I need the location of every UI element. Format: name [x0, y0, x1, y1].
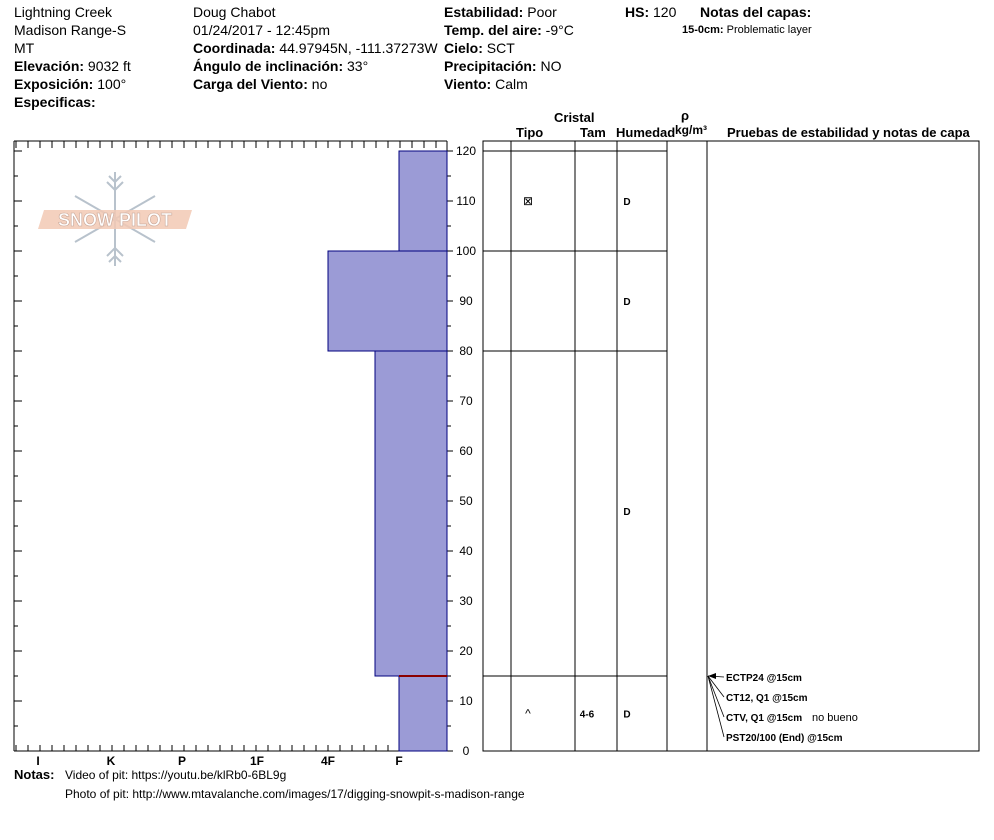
air-temperature-value: -9°C	[545, 22, 574, 38]
stability-test-result: CT12, Q1 @15cm	[726, 693, 808, 704]
stability-label: Estabilidad:	[444, 4, 524, 20]
depth-tick-label: 40	[459, 544, 473, 558]
depth-tick-label: 10	[459, 694, 473, 708]
depth-tick-label: 30	[459, 594, 473, 608]
layer-note-text: Problematic layer	[726, 24, 812, 36]
hardness-tick-label: I	[36, 754, 39, 768]
notes-line-photo: Photo of pit: http://www.mtavalanche.com…	[65, 787, 525, 801]
logo-text: SNOW PILOT	[58, 210, 172, 230]
hardness-layer-bar	[398, 675, 448, 752]
grain-size-header: Tam	[580, 125, 606, 140]
snow-height-value: 120	[653, 4, 677, 20]
crystal-header: Cristal	[554, 110, 595, 125]
snow-height: HS: 120	[625, 3, 676, 21]
stability-tests-header: Pruebas de estabilidad y notas de capa	[727, 125, 970, 140]
coordinates-label: Coordinada:	[193, 40, 276, 56]
wetness-value: D	[623, 297, 630, 308]
aspect-value: 100°	[97, 76, 127, 92]
slope-angle-value: 33°	[347, 58, 369, 74]
wind-value: Calm	[495, 76, 528, 92]
elevation-label: Elevación:	[14, 58, 85, 74]
test-leader-line	[707, 675, 725, 738]
notes-line-video: Video of pit: https://youtu.be/klRb0-6BL…	[65, 768, 287, 782]
wind-loading-label: Carga del Viento:	[193, 76, 308, 92]
observation-datetime: 01/24/2017 - 12:45pm	[193, 22, 330, 38]
grain-size-value: 4-6	[580, 710, 595, 721]
aspect-label: Exposición:	[14, 76, 94, 92]
coordinates: Coordinada: 44.97945N, -111.37273W	[193, 39, 438, 57]
precipitation-label: Precipitación:	[444, 58, 537, 74]
stability-test-result: ECTP24 @15cm	[726, 673, 802, 684]
layer-note: 15-0cm: Problematic layer	[682, 24, 812, 36]
hardness-tick-label: P	[178, 754, 186, 768]
precipitation-value: NO	[540, 58, 562, 74]
coordinates-value: 44.97945N, -111.37273W	[279, 40, 438, 56]
stability-value: Poor	[527, 4, 557, 20]
hardness-tick-label: 1F	[250, 754, 264, 768]
depth-tick-label: 20	[459, 644, 473, 658]
grain-type-header: Tipo	[516, 125, 544, 140]
layer-table-frame	[482, 140, 980, 752]
wind-loading-value: no	[311, 76, 328, 92]
slope-angle: Ángulo de inclinación: 33°	[193, 57, 368, 75]
wetness-value: D	[623, 507, 630, 518]
hardness-layer-bar	[327, 250, 448, 352]
stability: Estabilidad: Poor	[444, 3, 557, 21]
hardness-tick-label: 4F	[321, 754, 335, 768]
grain-type-symbol: ^	[525, 707, 531, 721]
test-leader-line	[707, 675, 725, 698]
stability-test-result: CTV, Q1 @15cm	[726, 713, 802, 724]
precipitation: Precipitación: NO	[444, 57, 561, 75]
notes-label: Notas:	[14, 767, 55, 782]
slope-angle-label: Ángulo de inclinación:	[193, 58, 344, 74]
grain-type-symbol: ⊠	[523, 194, 533, 208]
mountain-range: Madison Range-S	[14, 22, 127, 38]
test-arrow-icon	[708, 673, 716, 679]
sky-cover-value: SCT	[486, 40, 515, 56]
depth-tick-label: 90	[459, 294, 473, 308]
layer-note-depth: 15-0cm:	[682, 24, 724, 36]
depth-tick-label: 0	[463, 744, 470, 758]
stability-test-note: no bueno	[812, 712, 858, 724]
wetness-value: D	[623, 197, 630, 208]
depth-tick-label: 110	[456, 194, 475, 208]
depth-tick-label: 100	[456, 244, 476, 258]
location-name: Lightning Creek	[14, 4, 113, 20]
hardness-layer-bar	[398, 150, 448, 252]
snowpilot-logo: SNOW PILOT	[38, 172, 192, 266]
wetness-value: D	[623, 710, 630, 721]
wind-label: Viento:	[444, 76, 492, 92]
specifics-label: Especificas:	[14, 94, 96, 110]
hardness-tick-label: K	[107, 754, 116, 768]
air-temperature-label: Temp. del aire:	[444, 22, 542, 38]
air-temperature: Temp. del aire: -9°C	[444, 21, 574, 39]
wetness-header: Humedad	[616, 125, 676, 140]
elevation: Elevación: 9032 ft	[14, 57, 131, 75]
wind: Viento: Calm	[444, 75, 528, 93]
density-symbol: ρ	[681, 108, 690, 123]
sky-cover: Cielo: SCT	[444, 39, 515, 57]
depth-tick-label: 80	[459, 344, 473, 358]
depth-tick-label: 50	[459, 494, 473, 508]
state: MT	[14, 40, 35, 56]
snow-height-label: HS:	[625, 4, 650, 20]
stability-test-result: PST20/100 (End) @15cm	[726, 733, 843, 744]
observer-name: Doug Chabot	[193, 4, 276, 20]
depth-tick-label: 60	[459, 444, 473, 458]
layer-notes-label: Notas del capas:	[700, 4, 812, 20]
hardness-layer-bar	[374, 350, 448, 677]
elevation-value: 9032 ft	[87, 58, 131, 74]
depth-tick-label: 70	[459, 394, 473, 408]
sky-cover-label: Cielo:	[444, 40, 483, 56]
aspect: Exposición: 100°	[14, 75, 126, 93]
test-leader-line	[707, 675, 725, 718]
hardness-tick-label: F	[395, 754, 402, 768]
depth-tick-label: 120	[456, 144, 476, 158]
wind-loading: Carga del Viento: no	[193, 75, 327, 93]
density-unit: kg/m³	[675, 123, 708, 137]
